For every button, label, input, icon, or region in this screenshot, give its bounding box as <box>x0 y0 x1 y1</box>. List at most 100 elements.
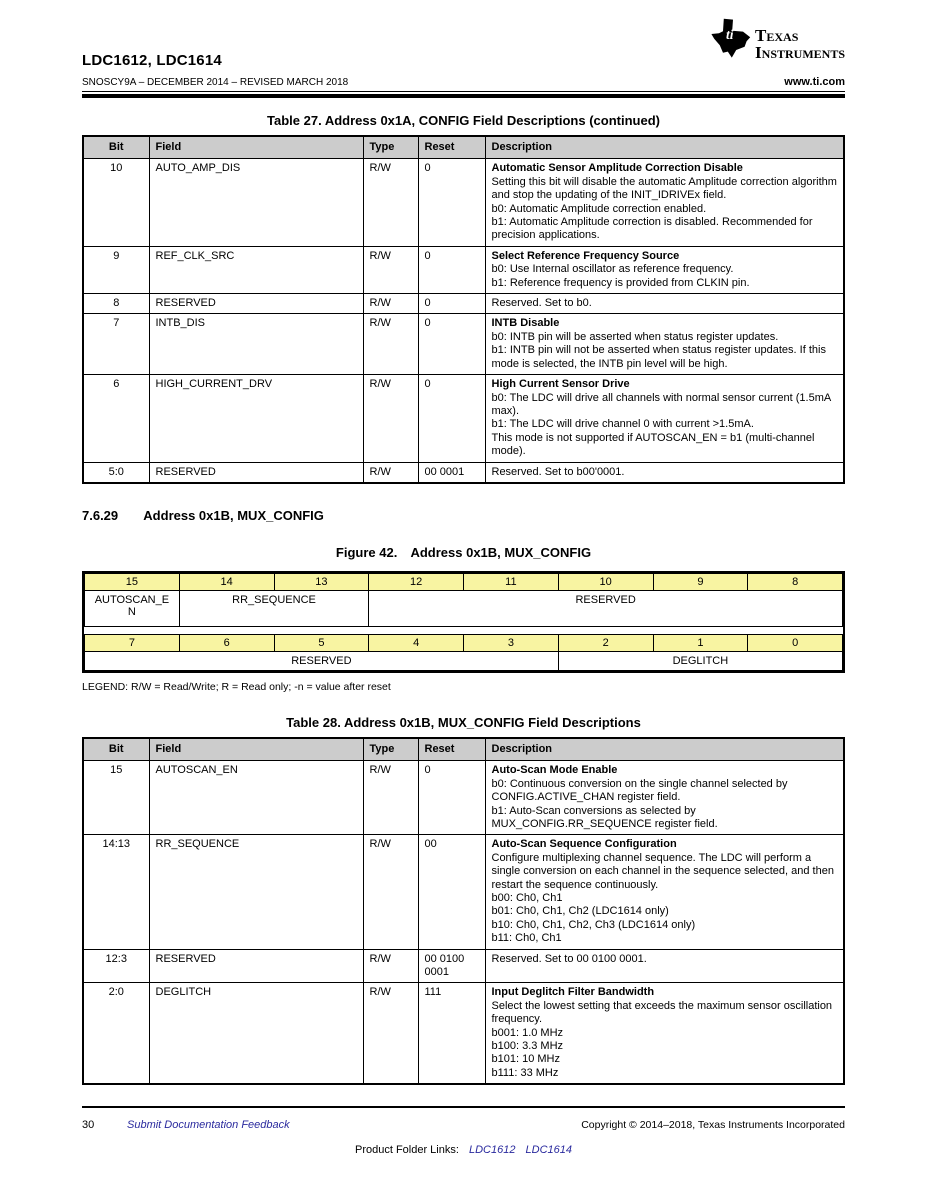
field-cell: RESERVED <box>148 948 364 984</box>
reset-cell: 0 <box>417 293 486 315</box>
column-header-field: Field <box>148 737 364 762</box>
description-line: b001: 1.0 MHz <box>491 1026 564 1039</box>
description-title: Auto-Scan Mode Enable <box>491 764 618 777</box>
product-link-ldc1614[interactable]: LDC1614 <box>525 1144 573 1156</box>
register-bank-high: 15 14 13 12 11 10 9 8 AUTOSCAN_EN RR_SEQ… <box>84 572 843 627</box>
field-row: RESERVED DEGLITCH <box>84 650 844 671</box>
description-line: Setting this bit will disable the automa… <box>491 175 837 202</box>
table28-header-row: Bit Field Type Reset Description <box>82 737 845 762</box>
reset-cell: 0 <box>417 245 486 295</box>
table-row: 10 AUTO_AMP_DIS R/W 0 Automatic Sensor A… <box>82 158 845 247</box>
description-cell: Auto-Scan Mode Enable b0: Continuous con… <box>484 760 845 836</box>
column-header-description: Description <box>484 737 845 762</box>
bit-number: 6 <box>178 633 275 652</box>
field-cell: RR_SEQUENCE <box>148 834 364 950</box>
description-title: High Current Sensor Drive <box>491 378 630 391</box>
description-line: b00: Ch0, Ch1 <box>491 892 563 904</box>
copyright-notice: Copyright © 2014–2018, Texas Instruments… <box>581 1119 845 1131</box>
bit-cell: 8 <box>82 293 150 315</box>
reset-cell: 0 <box>417 760 486 836</box>
table27: Bit Field Type Reset Description 10 AUTO… <box>82 135 845 484</box>
bit-cell: 14:13 <box>82 834 150 950</box>
description-lines: Reserved. Set to b00'0001. <box>492 466 838 479</box>
product-link-ldc1612[interactable]: LDC1612 <box>468 1144 516 1156</box>
field-cell: AUTO_AMP_DIS <box>148 158 364 247</box>
register-bank-low: 7 6 5 4 3 2 1 0 RESERVED DEGLITCH <box>84 633 844 671</box>
description-line: b0: The LDC will drive all channels with… <box>491 391 831 417</box>
bit-number: 2 <box>557 633 654 652</box>
field-cell: INTB_DIS <box>148 313 364 376</box>
ti-logo-wordmark: Texas Instruments <box>755 18 845 61</box>
register-field-reserved-low: RESERVED <box>84 650 559 671</box>
column-header-reset: Reset <box>417 737 486 762</box>
type-cell: R/W <box>362 760 419 836</box>
description-lines: Configure multiplexing channel sequence.… <box>492 852 838 946</box>
bit-number: 12 <box>368 572 464 591</box>
description-title: Auto-Scan Sequence Configuration <box>491 838 677 851</box>
ti-website-link[interactable]: www.ti.com <box>784 76 845 88</box>
type-cell: R/W <box>362 948 419 984</box>
field-cell: RESERVED <box>148 461 364 484</box>
header-rule <box>82 94 845 98</box>
section-number: 7.6.29 <box>82 507 119 523</box>
description-title: Input Deglitch Filter Bandwidth <box>491 986 655 999</box>
description-line: b1: The LDC will drive channel 0 with cu… <box>491 418 754 431</box>
bit-cell: 15 <box>82 760 150 836</box>
description-lines: Reserved. Set to 00 0100 0001. <box>492 953 838 966</box>
table28: Bit Field Type Reset Description 15 AUTO… <box>82 736 845 1086</box>
svg-text:ti: ti <box>726 27 734 42</box>
reset-cell: 00 <box>417 834 486 950</box>
bit-cell: 6 <box>82 374 150 463</box>
register-bank-gap <box>84 627 843 634</box>
type-cell: R/W <box>362 461 419 484</box>
description-cell: High Current Sensor Drive b0: The LDC wi… <box>484 374 845 463</box>
description-line: b1: Reference frequency is provided from… <box>491 276 750 289</box>
doc-revision: SNOSCY9A – DECEMBER 2014 – REVISED MARCH… <box>82 77 349 88</box>
description-lines: b0: INTB pin will be asserted when statu… <box>492 331 838 371</box>
register-field-reserved-high: RESERVED <box>368 589 843 627</box>
description-cell: Input Deglitch Filter Bandwidth Select t… <box>484 982 845 1085</box>
footer-rule <box>82 1106 845 1108</box>
description-cell: Select Reference Frequency Source b0: Us… <box>484 245 845 295</box>
logo-texas: Texas <box>755 26 799 45</box>
reset-cell: 00 0100 0001 <box>417 948 486 984</box>
column-header-type: Type <box>362 135 419 160</box>
description-line: b1: Automatic Amplitude correction is di… <box>491 216 813 242</box>
bit-number: 11 <box>463 572 559 591</box>
description-cell: Auto-Scan Sequence Configuration Configu… <box>484 834 845 950</box>
description-cell: INTB Disable b0: INTB pin will be assert… <box>484 313 845 376</box>
description-line: b0: Continuous conversion on the single … <box>491 777 788 804</box>
column-header-description: Description <box>484 135 845 160</box>
register-bit-diagram: 15 14 13 12 11 10 9 8 AUTOSCAN_EN RR_SEQ… <box>82 570 845 673</box>
column-header-bit: Bit <box>82 135 150 160</box>
description-cell: Reserved. Set to b00'0001. <box>484 461 845 484</box>
description-line: b111: 33 MHz <box>491 1066 559 1079</box>
reset-cell: 0 <box>417 313 486 376</box>
description-line: b1: INTB pin will not be asserted when s… <box>491 344 826 370</box>
description-line: b100: 3.3 MHz <box>491 1040 564 1053</box>
type-cell: R/W <box>362 158 419 247</box>
column-header-reset: Reset <box>417 135 486 160</box>
bit-number: 3 <box>463 633 559 652</box>
reset-cell: 00 0001 <box>417 461 486 484</box>
submit-feedback-link[interactable]: Submit Documentation Feedback <box>127 1119 290 1131</box>
description-line: b101: 10 MHz <box>491 1053 560 1066</box>
bit-number: 13 <box>273 572 370 591</box>
product-folder-label: Product Folder Links: <box>354 1144 459 1156</box>
description-line: b10: Ch0, Ch1, Ch2, Ch3 (LDC1614 only) <box>491 918 696 931</box>
description-line: Reserved. Set to b00'0001. <box>491 465 625 478</box>
bit-number: 1 <box>652 633 749 652</box>
register-field-rr-sequence: RR_SEQUENCE <box>178 589 370 627</box>
type-cell: R/W <box>362 834 419 950</box>
reset-cell: 0 <box>417 374 486 463</box>
description-line: b1: Auto-Scan conversions as selected by… <box>491 804 718 830</box>
field-row: AUTOSCAN_EN RR_SEQUENCE RESERVED <box>84 589 843 627</box>
description-line: b0: Automatic Amplitude correction enabl… <box>491 202 707 215</box>
bit-number-row: 7 6 5 4 3 2 1 0 <box>84 633 843 652</box>
bit-number: 0 <box>747 633 843 652</box>
bit-cell: 9 <box>82 245 150 295</box>
bit-number-row: 15 14 13 12 11 10 9 8 <box>84 572 843 591</box>
description-cell: Automatic Sensor Amplitude Correction Di… <box>484 158 845 247</box>
description-line: b01: Ch0, Ch1, Ch2 (LDC1614 only) <box>491 905 669 918</box>
register-field-deglitch: DEGLITCH <box>557 650 844 671</box>
